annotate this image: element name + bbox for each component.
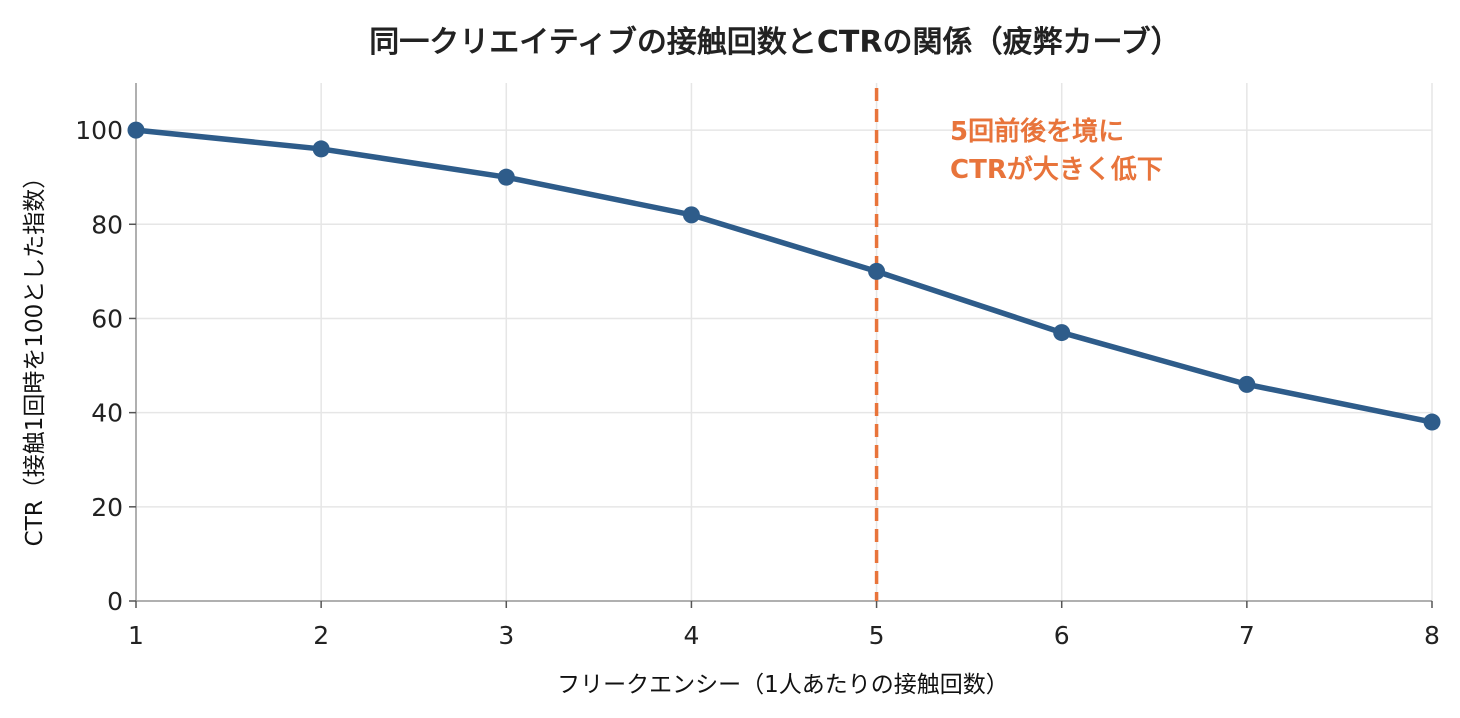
- data-point-6: [1053, 324, 1071, 342]
- x-tick-label-7: 7: [1239, 621, 1255, 650]
- y-tick-label-0: 0: [107, 587, 123, 616]
- x-tick-label-4: 4: [683, 621, 699, 650]
- x-tick-label-5: 5: [869, 621, 885, 650]
- y-tick-label-20: 20: [91, 493, 123, 522]
- data-point-3: [497, 168, 515, 186]
- data-point-5: [868, 262, 886, 280]
- data-point-7: [1238, 375, 1256, 393]
- annotation-line-2: CTRが大きく低下: [950, 154, 1163, 185]
- annotation-line-1: 5回前後を境に: [950, 116, 1124, 147]
- x-tick-label-8: 8: [1424, 621, 1440, 650]
- y-axis-label: CTR（接触1回時を100とした指数）: [22, 166, 48, 547]
- series-group: [127, 121, 1441, 431]
- chart-title: 同一クリエイティブの接触回数とCTRの関係（疲弊カーブ）: [369, 25, 1180, 60]
- data-point-2: [312, 140, 330, 158]
- x-tick-label-3: 3: [498, 621, 514, 650]
- series-line-0: [133, 127, 1435, 425]
- x-tick-label-6: 6: [1054, 621, 1070, 650]
- y-tick-label-60: 60: [91, 304, 123, 333]
- data-point-8: [1423, 413, 1441, 431]
- y-tick-label-40: 40: [91, 399, 123, 428]
- x-tick-label-2: 2: [313, 621, 329, 650]
- x-axis-label: フリークエンシー（1人あたりの接触回数）: [557, 672, 1009, 698]
- annotation-group: 5回前後を境に CTRが大きく低下: [950, 116, 1163, 185]
- data-point-4: [682, 206, 700, 224]
- x-tick-label-1: 1: [128, 621, 144, 650]
- grid: [135, 83, 1433, 602]
- data-point-1: [127, 121, 145, 139]
- y-tick-label-100: 100: [75, 116, 123, 145]
- y-tick-label-80: 80: [91, 210, 123, 239]
